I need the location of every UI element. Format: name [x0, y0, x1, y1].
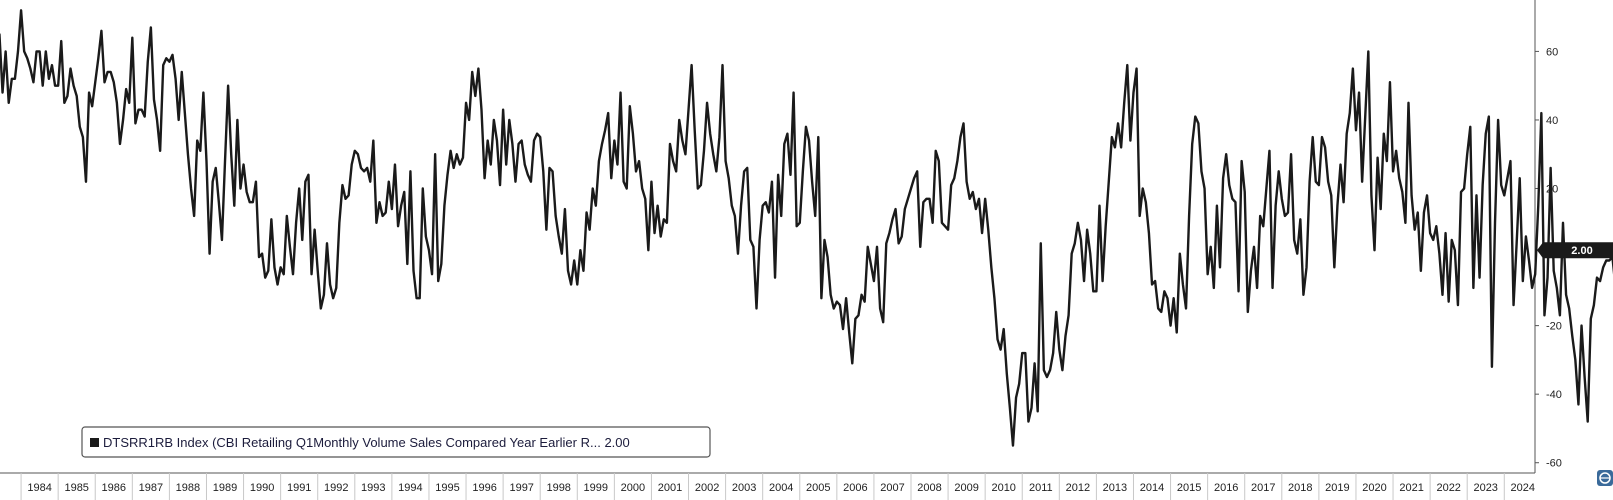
x-tick-label: 1985 — [64, 482, 88, 494]
x-tick-label: 2019 — [1325, 482, 1349, 494]
y-tick-label: -60 — [1546, 458, 1562, 470]
x-tick-label: 1987 — [139, 482, 163, 494]
x-tick-label: 2007 — [880, 482, 904, 494]
x-tick-label: 2021 — [1399, 482, 1423, 494]
y-tick-label: 40 — [1546, 115, 1558, 127]
x-tick-label: 1992 — [324, 482, 348, 494]
y-tick-label: -40 — [1546, 389, 1562, 401]
x-tick-label: 2010 — [991, 482, 1015, 494]
x-tick-label: 1996 — [472, 482, 496, 494]
x-tick-label: 2003 — [732, 482, 756, 494]
x-tick-label: 2018 — [1288, 482, 1312, 494]
x-tick-label: 2015 — [1177, 482, 1201, 494]
x-tick-label: 2023 — [1473, 482, 1497, 494]
legend-swatch — [90, 438, 99, 447]
x-tick-label: 2020 — [1362, 482, 1386, 494]
last-value-label: 2.00 — [1571, 245, 1592, 257]
x-tick-label: 2011 — [1029, 482, 1053, 494]
legend: DTSRR1RB Index (CBI Retailing Q1Monthly … — [81, 426, 711, 458]
bloomberg-corner-icon[interactable] — [1597, 470, 1613, 486]
x-tick-label: 1986 — [102, 482, 126, 494]
series-line-dtsrr1rb — [0, 9, 1613, 447]
x-tick-label: 1989 — [213, 482, 237, 494]
x-tick-label: 2006 — [843, 482, 867, 494]
x-tick-label: 1997 — [509, 482, 533, 494]
x-tick-label: 2012 — [1066, 482, 1090, 494]
x-tick-label: 1993 — [361, 482, 385, 494]
x-tick-label: 2013 — [1103, 482, 1127, 494]
x-tick-label: 2016 — [1214, 482, 1238, 494]
x-tick-label: 2001 — [658, 482, 682, 494]
x-tick-label: 2024 — [1511, 482, 1535, 494]
x-tick-label: 2000 — [621, 482, 645, 494]
y-tick-label: 60 — [1546, 46, 1558, 58]
x-tick-label: 2017 — [1251, 482, 1275, 494]
x-tick-label: 2009 — [954, 482, 978, 494]
x-tick-label: 1995 — [435, 482, 459, 494]
x-tick-label: 1999 — [584, 482, 608, 494]
last-value-badge-shape — [1537, 242, 1613, 259]
legend-label: DTSRR1RB Index (CBI Retailing Q1Monthly … — [103, 435, 630, 450]
last-value-badge: 2.00 — [1537, 242, 1613, 259]
x-tick-label: 1998 — [546, 482, 570, 494]
x-tick-label: 2008 — [917, 482, 941, 494]
x-tick-label: 1994 — [398, 482, 422, 494]
x-tick-label: 1991 — [287, 482, 311, 494]
x-tick-label: 1988 — [176, 482, 200, 494]
x-axis: 1984 1985 1986 1987 1988 1989 1990 1991 1992 1993… — [0, 472, 1535, 500]
x-tick-label: 2005 — [806, 482, 830, 494]
x-tick-label: 1984 — [27, 482, 51, 494]
x-tick-label: 2022 — [1436, 482, 1460, 494]
x-tick-label: 2014 — [1140, 482, 1164, 494]
legend-box — [81, 426, 711, 458]
x-tick-label: 1990 — [250, 482, 274, 494]
x-tick-label: 2002 — [695, 482, 719, 494]
y-tick-label: -20 — [1546, 321, 1562, 333]
x-tick-label: 2004 — [769, 482, 793, 494]
plot-area — [0, 0, 1580, 473]
